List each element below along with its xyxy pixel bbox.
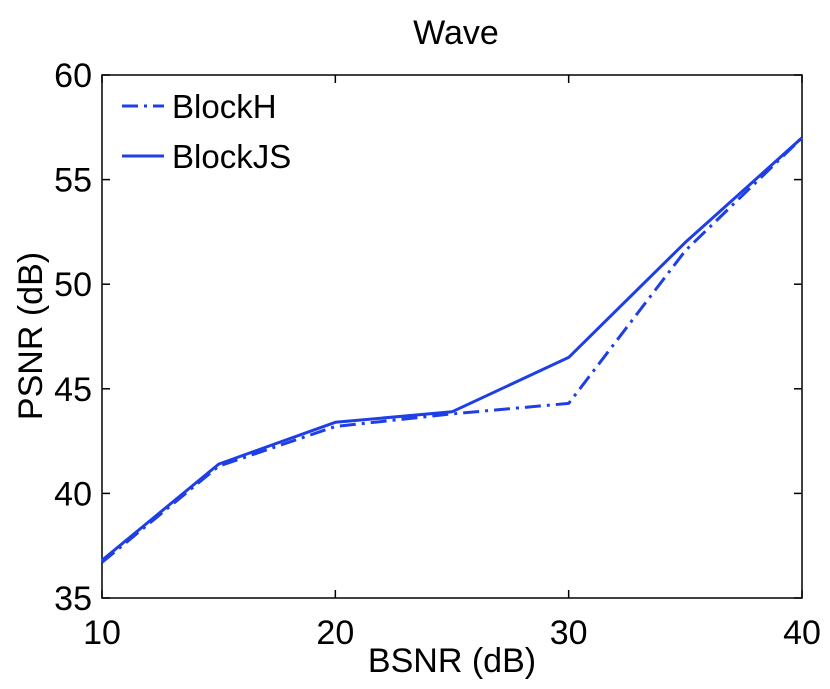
axis-ticks: 10 20 30 40 35 40 45 50 55 60 xyxy=(54,57,821,652)
series-layer xyxy=(101,136,804,564)
y-tick-label: 55 xyxy=(54,162,92,200)
legend-label-blockh: BlockH xyxy=(172,88,277,125)
plot-frame xyxy=(101,74,803,599)
y-tick-label: 35 xyxy=(54,580,92,618)
x-tick-label: 30 xyxy=(550,614,588,652)
x-tick-label: 20 xyxy=(316,614,354,652)
legend: BlockH BlockJS xyxy=(122,88,291,175)
series-line-blockh xyxy=(101,136,804,564)
series-line-blockjs xyxy=(101,136,804,562)
y-tick-label: 45 xyxy=(54,371,92,409)
y-tick-label: 40 xyxy=(54,475,92,513)
y-axis-label: PSNR (dB) xyxy=(12,252,50,420)
y-tick-label: 50 xyxy=(54,266,92,304)
chart-title: Wave xyxy=(413,14,499,52)
x-tick-label: 10 xyxy=(83,614,121,652)
legend-label-blockjs: BlockJS xyxy=(172,138,291,175)
x-axis-label: BSNR (dB) xyxy=(368,642,536,680)
x-tick-label: 40 xyxy=(783,614,821,652)
y-tick-label: 60 xyxy=(54,57,92,95)
